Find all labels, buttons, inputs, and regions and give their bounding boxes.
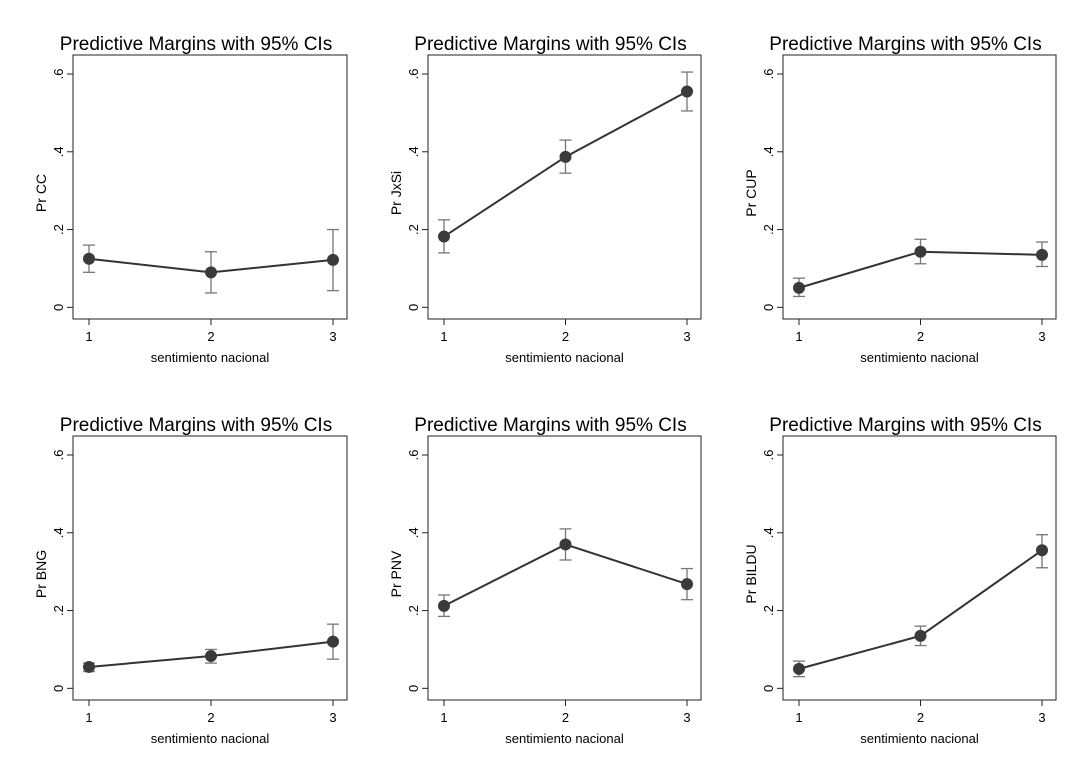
chart-panel-2: Predictive Margins with 95% CIs 0 .2 .4 .6 Pr…: [388, 34, 702, 365]
data-point: [327, 635, 339, 648]
data-point: [205, 650, 217, 663]
y-tick-label: 0: [406, 685, 421, 692]
plot-frame: [782, 435, 1057, 701]
x-tick-label: 2: [562, 710, 569, 725]
x-tick-label: 3: [683, 329, 690, 344]
data-point: [914, 245, 927, 258]
x-axis-label: sentimiento nacional: [151, 350, 270, 365]
y-axis-label: Pr BNG: [33, 550, 49, 598]
data-point: [205, 266, 217, 279]
x-tick-label: 3: [329, 710, 336, 725]
y-tick-label: .2: [51, 224, 66, 235]
data-point: [1036, 544, 1048, 557]
y-tick-label: .4: [406, 527, 421, 538]
y-tick-label: .6: [761, 450, 776, 461]
x-tick-label: 2: [917, 329, 924, 344]
x-tick-label: 1: [85, 710, 92, 725]
x-tick-label: 3: [329, 329, 336, 344]
x-tick-label: 3: [683, 710, 690, 725]
chart-title: Predictive Margins with 95% CIs: [414, 34, 686, 55]
chart-title: Predictive Margins with 95% CIs: [414, 415, 686, 436]
y-axis-label: Pr BILDU: [743, 544, 759, 603]
data-point: [559, 150, 572, 163]
x-tick-label: 1: [85, 329, 92, 344]
y-tick-label: .2: [51, 605, 66, 616]
y-tick-label: .2: [761, 224, 776, 235]
chart-panel-5: Predictive Margins with 95% CIs 0 .2 .4 .6 Pr…: [388, 415, 702, 746]
data-point: [327, 253, 339, 266]
plot-frame: [427, 54, 702, 320]
x-tick-label: 3: [1038, 329, 1045, 344]
y-tick-label: 0: [51, 685, 66, 692]
x-axis-label: sentimiento nacional: [505, 731, 624, 746]
chart-panel-4: Predictive Margins with 95% CIs 0 .2 .4 .6 Pr…: [33, 415, 348, 746]
y-tick-label: 0: [761, 304, 776, 311]
data-point: [681, 85, 693, 98]
y-tick-label: .6: [51, 69, 66, 80]
x-axis-label: sentimiento nacional: [151, 731, 270, 746]
plot-frame: [72, 54, 348, 320]
data-point: [793, 662, 805, 675]
x-axis-label: sentimiento nacional: [860, 350, 979, 365]
x-tick-label: 1: [440, 710, 447, 725]
plot-frame: [782, 54, 1057, 320]
data-point: [559, 538, 572, 551]
data-point: [438, 230, 450, 243]
y-tick-label: .4: [406, 146, 421, 157]
data-point: [438, 599, 450, 612]
x-tick-label: 2: [917, 710, 924, 725]
y-tick-label: .2: [761, 605, 776, 616]
data-point: [83, 660, 95, 673]
y-axis-label: Pr CUP: [743, 169, 759, 216]
chart-title: Predictive Margins with 95% CIs: [769, 415, 1041, 436]
y-axis-label: Pr PNV: [388, 550, 404, 597]
x-axis-label: sentimiento nacional: [860, 731, 979, 746]
chart-panel-3: Predictive Margins with 95% CIs 0 .2 .4 .6 Pr…: [743, 34, 1057, 365]
y-tick-label: .6: [406, 69, 421, 80]
x-tick-label: 1: [795, 710, 802, 725]
y-tick-label: .2: [406, 605, 421, 616]
y-tick-label: .6: [761, 69, 776, 80]
chart-title: Predictive Margins with 95% CIs: [60, 34, 332, 55]
chart-panel-6: Predictive Margins with 95% CIs 0 .2 .4 .6 Pr…: [743, 415, 1057, 746]
chart-title: Predictive Margins with 95% CIs: [769, 34, 1041, 55]
y-tick-label: .4: [761, 527, 776, 538]
x-tick-label: 2: [207, 710, 214, 725]
x-tick-label: 1: [440, 329, 447, 344]
data-point: [681, 578, 693, 591]
y-tick-label: .4: [761, 146, 776, 157]
y-tick-label: 0: [761, 685, 776, 692]
y-axis-label: Pr CC: [33, 174, 49, 212]
y-axis-label: Pr JxSi: [388, 171, 404, 215]
y-tick-label: .6: [51, 450, 66, 461]
plot-frame: [427, 435, 702, 701]
chart-panel-1: Predictive Margins with 95% CIs 0 .2 .4 .6 Pr…: [33, 34, 348, 365]
x-axis-label: sentimiento nacional: [505, 350, 624, 365]
y-tick-label: .4: [51, 527, 66, 538]
y-tick-label: .2: [406, 224, 421, 235]
data-point: [83, 252, 95, 265]
data-point: [914, 629, 927, 642]
x-tick-label: 2: [207, 329, 214, 344]
y-tick-label: .6: [406, 450, 421, 461]
data-point: [1036, 248, 1048, 261]
y-tick-label: .4: [51, 146, 66, 157]
chart-title: Predictive Margins with 95% CIs: [60, 415, 332, 436]
x-tick-label: 1: [795, 329, 802, 344]
y-tick-label: 0: [406, 304, 421, 311]
x-tick-label: 3: [1038, 710, 1045, 725]
data-point: [793, 281, 805, 294]
x-tick-label: 2: [562, 329, 569, 344]
y-tick-label: 0: [51, 304, 66, 311]
